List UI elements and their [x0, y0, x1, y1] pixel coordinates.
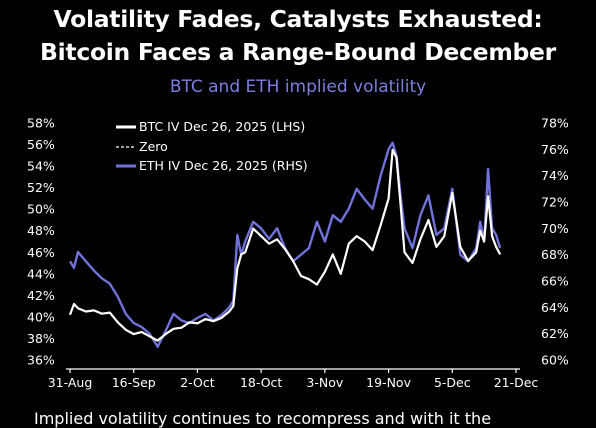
chart-legend: BTC IV Dec 26, 2025 (LHS) Zero ETH IV De… [116, 119, 308, 173]
right-tick-label: 62% [541, 326, 569, 341]
chart-subtitle: BTC and ETH implied volatility [169, 77, 427, 97]
x-tick-label: 2-Oct [180, 375, 215, 390]
right-axis-ticks: 60% 62% 64% 66% 68% 70% 72% 74% 76% 78% [541, 116, 569, 368]
right-tick-label: 70% [541, 221, 569, 236]
x-tick-label: 3-Nov [306, 375, 343, 390]
right-tick-label: 66% [541, 274, 569, 289]
left-tick-label: 36% [27, 353, 55, 368]
legend-label-btc: BTC IV Dec 26, 2025 (LHS) [139, 119, 305, 134]
left-tick-label: 46% [27, 245, 55, 260]
left-tick-label: 58% [27, 116, 55, 131]
x-tick-label: 16-Sep [112, 375, 156, 390]
left-tick-label: 54% [27, 159, 55, 174]
left-tick-label: 50% [27, 202, 55, 217]
right-tick-label: 60% [541, 353, 569, 368]
right-tick-label: 76% [541, 142, 569, 157]
btc-iv-line [68, 148, 502, 342]
x-tick-label: 31-Aug [48, 375, 93, 390]
series-lines [68, 141, 502, 348]
caption-text: Implied volatility continues to recompre… [34, 409, 492, 428]
left-tick-label: 48% [27, 223, 55, 238]
left-tick-label: 56% [27, 137, 55, 152]
x-tick-label: 18-Oct [240, 375, 282, 390]
right-tick-label: 72% [541, 195, 569, 210]
legend-label-eth: ETH IV Dec 26, 2025 (RHS) [139, 158, 308, 173]
left-tick-label: 38% [27, 331, 55, 346]
x-tick-label: 19-Nov [366, 375, 411, 390]
legend-label-zero: Zero [139, 139, 168, 154]
right-tick-label: 68% [541, 247, 569, 262]
x-tick-label: 21-Dec [494, 375, 539, 390]
chart-title-line-1: Volatility Fades, Catalysts Exhausted: [53, 5, 543, 33]
x-axis: 31-Aug 16-Sep 2-Oct 18-Oct 3-Nov 19-Nov 5-Dec 2… [48, 368, 539, 390]
left-axis-ticks: 36% 38% 40% 42% 44% 46% 48% 50% 52% 54% 56% 58% [27, 116, 55, 368]
x-tick-label: 5-Dec [434, 375, 471, 390]
right-tick-label: 78% [541, 116, 569, 131]
left-tick-label: 44% [27, 266, 55, 281]
chart-title-line-2: Bitcoin Faces a Range-Bound December [40, 38, 556, 66]
left-tick-label: 40% [27, 309, 55, 324]
left-tick-label: 52% [27, 180, 55, 195]
left-tick-label: 42% [27, 288, 55, 303]
right-tick-label: 74% [541, 168, 569, 183]
right-tick-label: 64% [541, 300, 569, 315]
